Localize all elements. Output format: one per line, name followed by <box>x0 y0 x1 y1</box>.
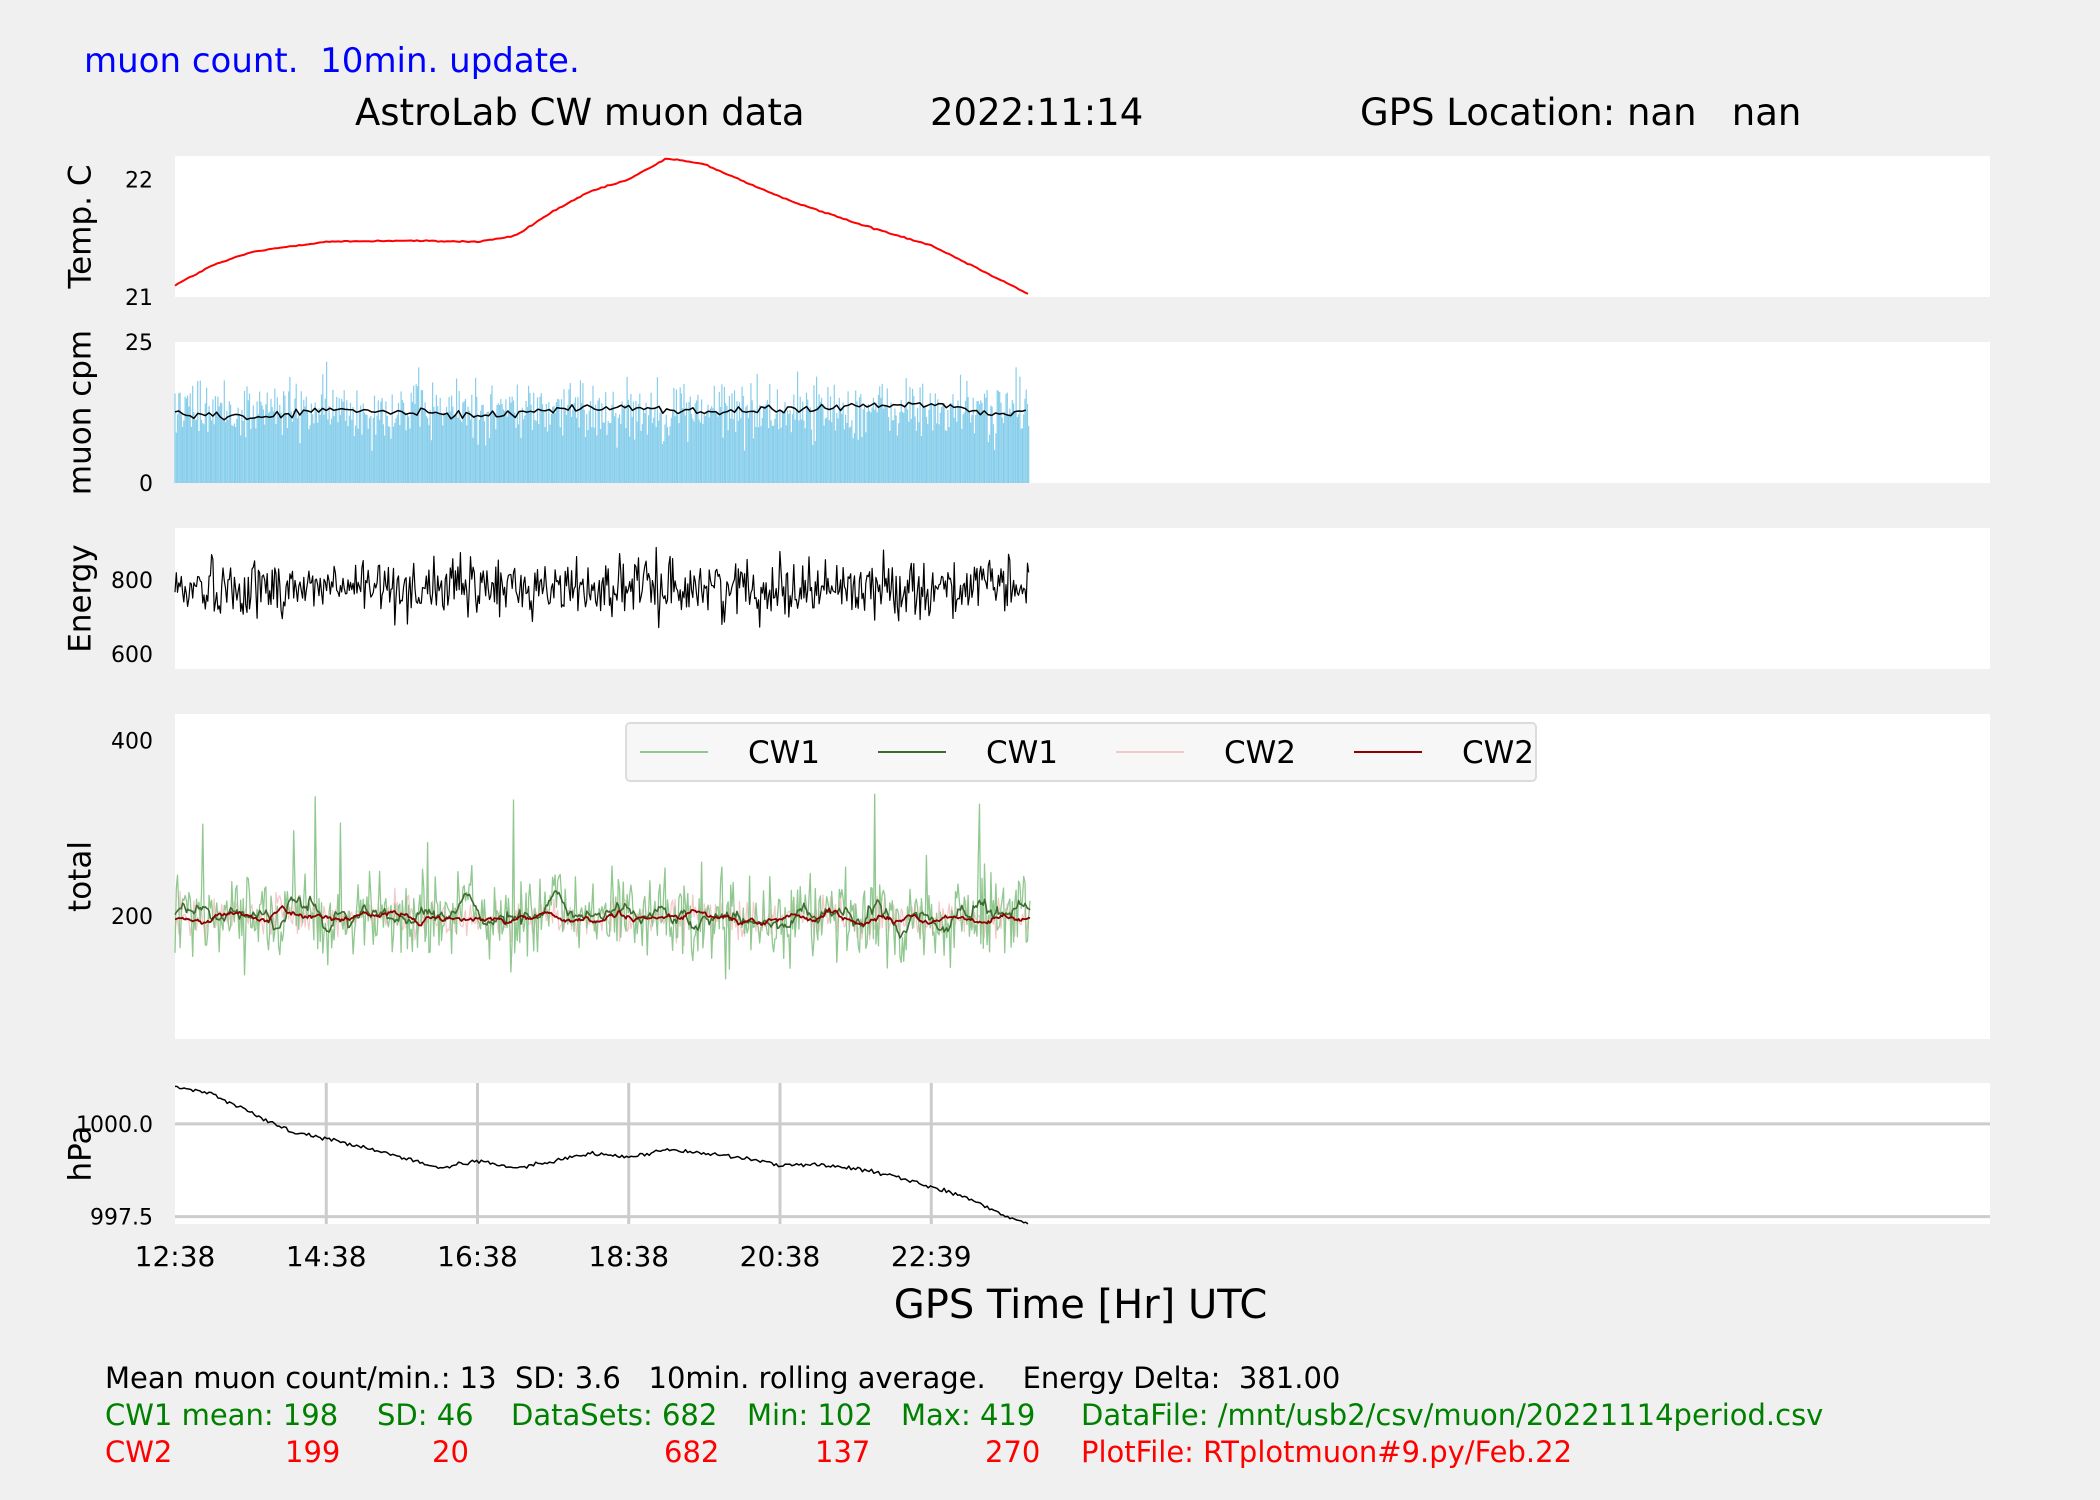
update-note: muon count. 10min. update. <box>84 41 580 81</box>
energy-ytick-label: 800 <box>111 569 153 594</box>
x-tick-label: 20:38 <box>740 1240 821 1273</box>
temp-ylabel: Temp. C <box>63 165 99 290</box>
cw2-mean: 199 <box>285 1435 341 1469</box>
summary-line: Mean muon count/min.: 13 SD: 3.6 10min. … <box>105 1361 1341 1395</box>
pressure-ytick-label: 1000.0 <box>76 1113 153 1138</box>
muon-ytick-label: 0 <box>139 472 153 497</box>
cw1-max: Max: 419 <box>901 1398 1036 1432</box>
cw2-label: CW2 <box>105 1435 173 1469</box>
cw1-datasets: DataSets: 682 <box>511 1398 718 1432</box>
muon-rolling-average <box>174 401 1027 421</box>
x-tick-label: 22:39 <box>891 1240 972 1273</box>
chart-date: 2022:11:14 <box>930 91 1144 134</box>
legend-label-0: CW1 <box>748 735 820 771</box>
total-ylabel: total <box>63 841 99 912</box>
x-tick-label: 14:38 <box>286 1240 367 1273</box>
data-file: DataFile: /mnt/usb2/csv/muon/20221114per… <box>1081 1398 1824 1432</box>
muon-bars <box>174 361 1030 483</box>
pressure-ylabel: hPa <box>63 1126 99 1182</box>
chart-title: AstroLab CW muon data <box>355 91 805 134</box>
temp-series-line <box>174 157 1029 295</box>
cw1-raw-line <box>174 793 1031 980</box>
gps-location: GPS Location: nan nan <box>1360 91 1802 134</box>
x-tick-label: 12:38 <box>135 1240 216 1273</box>
cw1-sd: SD: 46 <box>377 1398 474 1432</box>
cw1-mean: CW1 mean: 198 <box>105 1398 339 1432</box>
temp-ytick-label: 22 <box>125 169 153 194</box>
plot-file: PlotFile: RTplotmuon#9.py/Feb.22 <box>1081 1435 1573 1469</box>
pressure-ytick-label: 997.5 <box>90 1206 153 1231</box>
legend-label-2: CW2 <box>1224 735 1296 771</box>
muon-ytick-label: 25 <box>125 331 153 356</box>
cw2-average-line <box>174 905 1031 927</box>
energy-series-line <box>174 546 1030 629</box>
cw2-datasets: 682 <box>664 1435 720 1469</box>
cw1-min: Min: 102 <box>747 1398 873 1432</box>
cw2-min: 137 <box>815 1435 871 1469</box>
x-axis-label: GPS Time [Hr] UTC <box>894 1282 1268 1328</box>
cw2-max: 270 <box>985 1435 1041 1469</box>
total-ytick-label: 400 <box>111 729 153 754</box>
pressure-series-line <box>174 1085 1029 1225</box>
legend-label-1: CW1 <box>986 735 1058 771</box>
pressure-panel <box>175 1083 1990 1224</box>
energy-ylabel: Energy <box>63 544 99 653</box>
energy-ytick-label: 600 <box>111 643 153 668</box>
temp-ytick-label: 21 <box>125 286 153 311</box>
x-tick-label: 16:38 <box>437 1240 518 1273</box>
total-legend-box <box>625 722 1537 782</box>
cw1-average-line <box>174 890 1031 939</box>
muon-ylabel: muon cpm <box>63 330 99 495</box>
cw2-sd: 20 <box>432 1435 469 1469</box>
total-ytick-label: 200 <box>111 905 153 930</box>
x-tick-label: 18:38 <box>588 1240 669 1273</box>
temp-panel <box>175 156 1990 297</box>
legend-label-3: CW2 <box>1462 735 1534 771</box>
